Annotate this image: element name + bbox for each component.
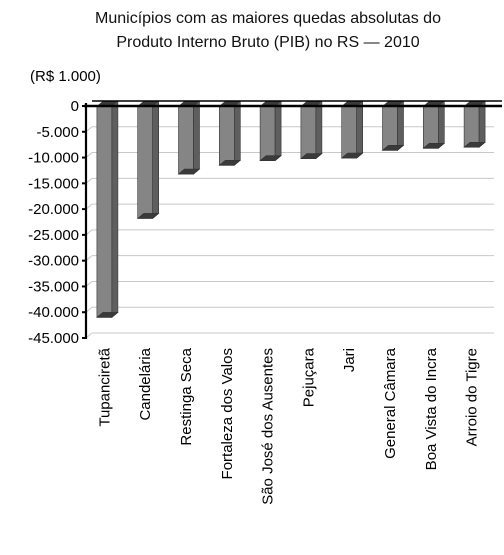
bars	[96, 100, 486, 319]
bar-end-8	[422, 142, 446, 149]
category-label-6: Jari	[341, 348, 358, 372]
y-tick-label-8: -40.000	[28, 304, 79, 321]
bar-side-2	[193, 100, 200, 175]
bar-side-4	[274, 100, 282, 162]
y-tick-label-9: -45.000	[28, 330, 79, 347]
bar-end-1	[136, 213, 160, 219]
bar-3	[218, 100, 242, 166]
category-label-4: São José dos Ausentes	[260, 348, 277, 505]
bar-side-3	[234, 100, 241, 166]
bar-side-5	[315, 100, 323, 160]
bar-front-5	[300, 105, 317, 159]
bar-end-9	[463, 141, 486, 148]
bar-9	[463, 100, 486, 148]
bar-7	[381, 100, 405, 151]
bar-end-6	[340, 152, 364, 159]
bar-end-0	[96, 312, 119, 318]
category-label-8: Boa Vista do Incra	[423, 347, 440, 470]
category-labels: Tupanciretã Candelária Restinga Seca Fortal…	[96, 347, 480, 504]
bar-side-0	[111, 100, 119, 319]
bar-8	[422, 100, 446, 149]
category-label-5: Pejuçara	[300, 347, 317, 407]
y-tick-label-4: -20.000	[28, 201, 79, 218]
bar-1	[136, 100, 160, 220]
bar-front-8	[422, 105, 439, 149]
bar-front-3	[219, 105, 235, 166]
bar-side-1	[152, 100, 159, 220]
bar-front-2	[178, 105, 194, 175]
category-label-3: Fortaleza dos Valos	[219, 348, 236, 479]
category-label-0: Tupanciretã	[96, 347, 113, 426]
bar-end-7	[381, 145, 405, 151]
category-label-7: General Câmara	[382, 347, 399, 459]
category-label-1: Candelária	[137, 347, 154, 420]
y-tick-label-6: -30.000	[28, 253, 79, 270]
y-tick-label-1: -5.000	[36, 124, 79, 141]
bar-front-0	[96, 105, 113, 318]
bar-5	[300, 100, 323, 160]
category-label-2: Restinga Seca	[178, 347, 195, 445]
bar-side-6	[356, 100, 364, 159]
bar-end-2	[177, 168, 201, 175]
y-tick-label-3: -15.000	[28, 175, 79, 192]
bar-end-3	[218, 159, 242, 166]
category-label-9: Arroio do Tigre	[464, 348, 481, 446]
y-tick-label-2: -10.000	[28, 150, 79, 167]
y-tick-labels: 0 -5.000 -10.000 -15.000 -20.000 -25.000 -30.0…	[28, 98, 79, 347]
bar-front-4	[259, 105, 276, 161]
bar-6	[340, 100, 364, 159]
bar-side-7	[397, 100, 404, 151]
y-tick-label-7: -35.000	[28, 278, 79, 295]
bar-front-1	[137, 105, 153, 219]
unit-label: (R$ 1.000)	[30, 68, 101, 85]
axes	[82, 100, 502, 339]
bar-0	[96, 100, 119, 319]
bar-front-6	[341, 105, 358, 159]
y-tick-label-0: 0	[71, 98, 79, 115]
chart-title-line-1: Municípios com as maiores quedas absolut…	[95, 10, 441, 27]
bar-end-5	[300, 153, 323, 159]
bar-2	[177, 100, 201, 175]
bar-front-7	[382, 105, 398, 151]
chart-title-line-2: Produto Interno Bruto (PIB) no RS — 2010	[116, 34, 419, 51]
bar-front-9	[463, 105, 480, 148]
bar-4	[259, 100, 282, 162]
y-tick-label-5: -25.000	[28, 227, 79, 244]
bar-end-4	[259, 155, 282, 161]
bar-side-9	[478, 100, 486, 148]
bar-side-8	[437, 100, 445, 149]
